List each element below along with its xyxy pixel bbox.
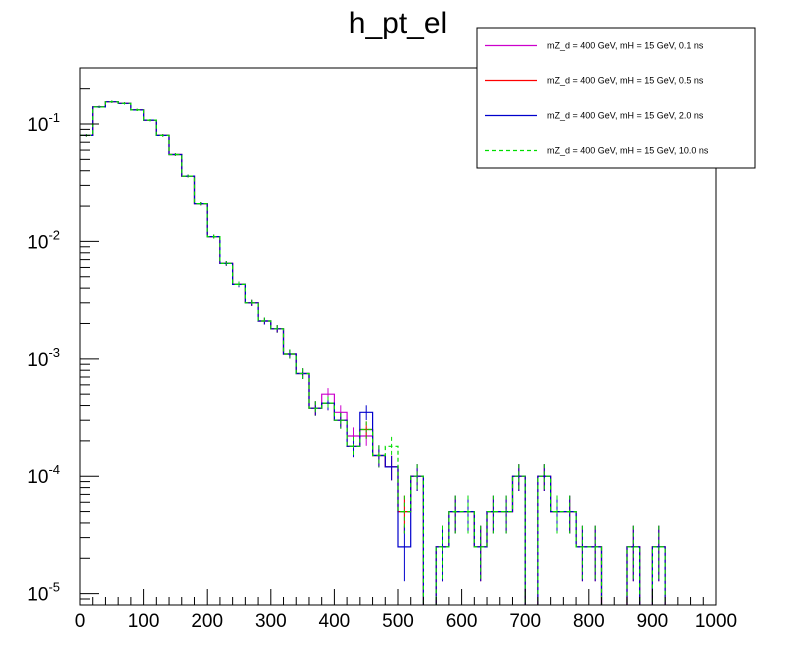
y-tick-label: 10-2 [27, 227, 60, 253]
y-tick-base: 10 [27, 232, 48, 253]
y-tick-base: 10 [27, 350, 48, 371]
y-tick-label: 10-1 [27, 110, 60, 136]
x-tick-label: 0 [75, 611, 86, 632]
x-tick-label: 500 [382, 611, 414, 632]
legend: mZ_d = 400 GeV, mH = 15 GeV, 0.1 ns mZ_d … [476, 27, 756, 169]
legend-label-2: mZ_d = 400 GeV, mH = 15 GeV, 0.5 ns [547, 76, 704, 86]
x-tick-label: 900 [637, 611, 669, 632]
y-tick-base: 10 [27, 115, 48, 136]
x-tick-label: 800 [573, 611, 605, 632]
x-tick-label: 100 [128, 611, 160, 632]
plot-area: 0 100 200 300 400 500 600 700 800 900 100010-110-2… [27, 67, 737, 632]
x-tick-label: 400 [319, 611, 351, 632]
chart-title: h_pt_el [349, 7, 447, 40]
y-tick-label: 10-3 [27, 345, 60, 371]
series-group [80, 100, 666, 605]
y-tick-exponent: -1 [48, 110, 60, 125]
series-4-histogram [80, 101, 666, 605]
y-tick-base: 10 [27, 585, 48, 606]
x-tick-label: 300 [255, 611, 287, 632]
x-tick-label: 700 [509, 611, 541, 632]
legend-label-4: mZ_d = 400 GeV, mH = 15 GeV, 10.0 ns [547, 146, 709, 156]
y-tick-exponent: -5 [48, 580, 60, 595]
legend-label-3: mZ_d = 400 GeV, mH = 15 GeV, 2.0 ns [547, 111, 704, 121]
y-tick-label: 10-4 [27, 462, 60, 488]
y-tick-label: 10-5 [27, 580, 60, 606]
y-tick-base: 10 [27, 467, 48, 488]
y-tick-exponent: -3 [48, 345, 60, 360]
x-tick-label: 200 [191, 611, 223, 632]
x-tick-label: 1000 [695, 611, 737, 632]
series-4 [80, 100, 666, 605]
y-tick-exponent: -2 [48, 227, 60, 242]
legend-label-1: mZ_d = 400 GeV, mH = 15 GeV, 0.1 ns [547, 41, 704, 51]
legend-box [476, 27, 756, 169]
y-tick-exponent: -4 [48, 462, 60, 477]
x-tick-label: 600 [446, 611, 478, 632]
